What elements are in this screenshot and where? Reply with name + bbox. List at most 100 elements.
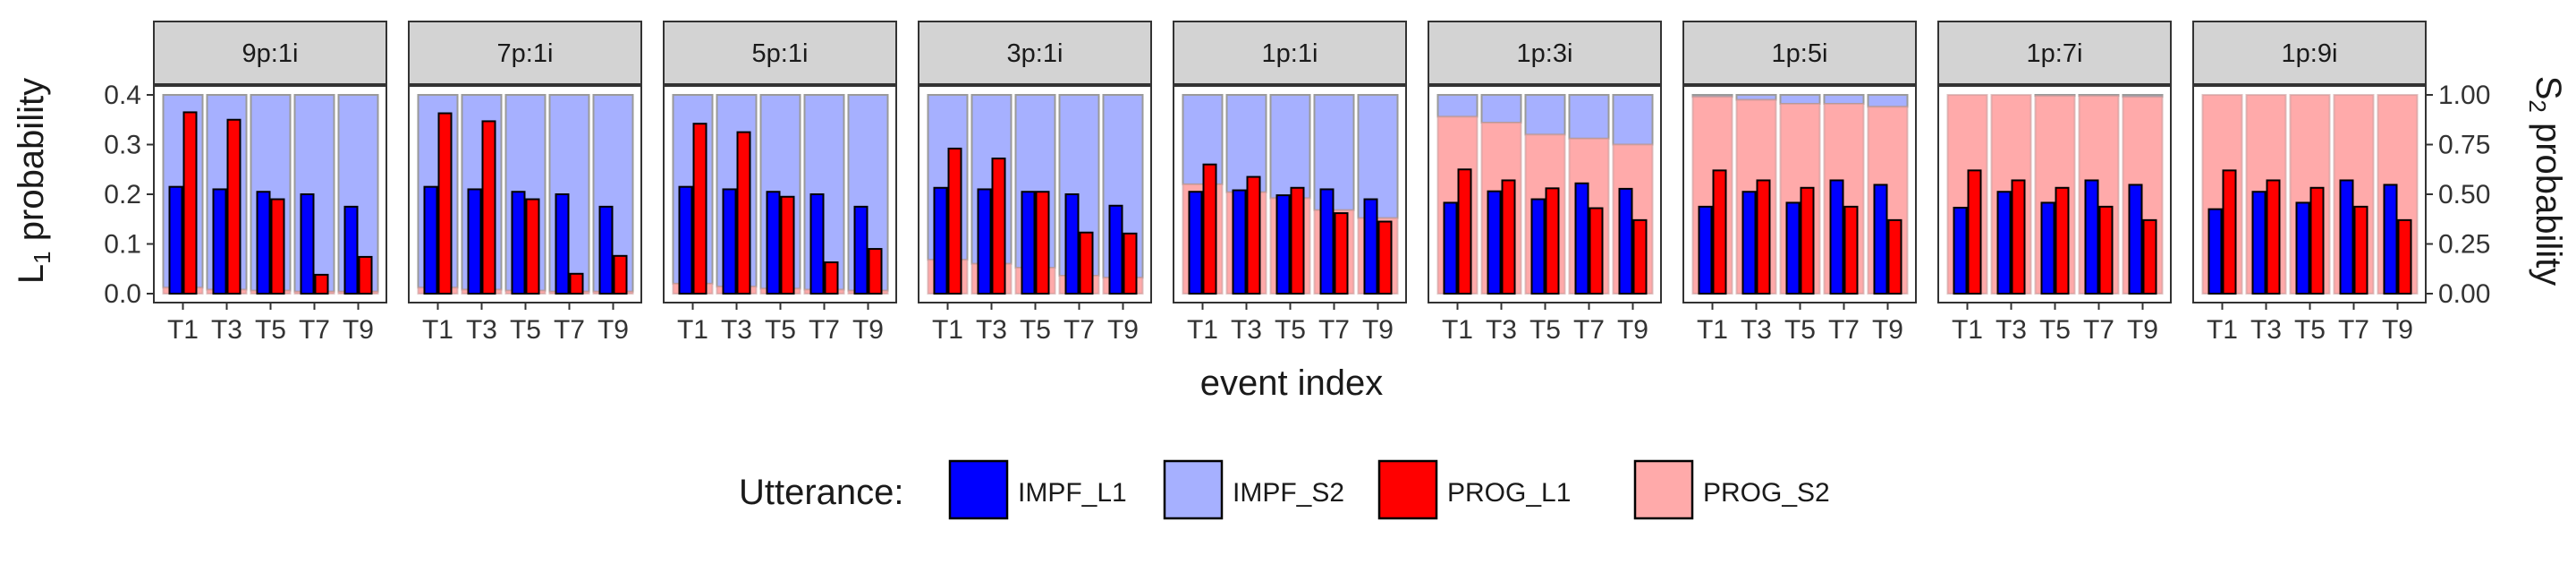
x-tick-label: T1 bbox=[2207, 315, 2238, 345]
y-axis-title-right-main: S bbox=[2529, 76, 2568, 100]
facet-strip bbox=[153, 21, 387, 85]
y-tick-label-right: 0.50 bbox=[2438, 180, 2490, 209]
bar-impf-l1 bbox=[1021, 191, 1036, 295]
facet-strip-label: 1p:9i bbox=[2282, 39, 2338, 68]
bar-impf-l1 bbox=[678, 185, 693, 295]
bar-prog-l1 bbox=[525, 198, 540, 295]
bar-prog-l1 bbox=[1712, 169, 1727, 295]
x-tick-label: T5 bbox=[1020, 315, 1051, 345]
legend-key-impf-l1 bbox=[948, 459, 1009, 520]
x-tick-label: T3 bbox=[211, 315, 242, 345]
bar-prog-l1 bbox=[1967, 169, 1982, 295]
bar-impf-l1 bbox=[212, 188, 227, 295]
x-tick-label: T7 bbox=[809, 315, 840, 345]
facet-1p-7i: 1p:7i T1 T3 T5 T7 T9 bbox=[1937, 21, 2172, 345]
x-tick-label: T5 bbox=[510, 315, 541, 345]
y-tick-label-left: 0.0 bbox=[104, 279, 141, 309]
bar-impf-s2 bbox=[1480, 94, 1522, 124]
bar-impf-l1 bbox=[1996, 191, 2012, 295]
bar-impf-l1 bbox=[1363, 198, 1378, 295]
bar-impf-l1 bbox=[1108, 204, 1123, 295]
bar-prog-l1 bbox=[947, 147, 962, 295]
bar-prog-l1 bbox=[1246, 175, 1261, 295]
x-tick-label: T7 bbox=[299, 315, 330, 345]
bar-impf-l1 bbox=[1443, 201, 1458, 295]
bar-impf-s2 bbox=[1524, 94, 1566, 136]
facet-panel-border bbox=[1173, 85, 1407, 303]
bar-prog-l1 bbox=[1457, 168, 1472, 295]
y-tick-label-right: 1.00 bbox=[2438, 81, 2490, 110]
bar-impf-s2 bbox=[1436, 94, 1479, 118]
bar-impf-l1 bbox=[256, 191, 271, 295]
facet-strip-label: 1p:3i bbox=[1517, 39, 1573, 68]
bar-impf-s2 bbox=[1568, 94, 1610, 140]
bar-prog-l1 bbox=[358, 255, 373, 295]
bar-prog-l1 bbox=[1756, 179, 1771, 295]
x-tick-label: T3 bbox=[1996, 315, 2027, 345]
facet-1p-5i: 1p:5i T1 T3 T5 T7 T9 bbox=[1682, 21, 1917, 345]
facet-panel-border bbox=[1428, 85, 1662, 303]
y-axis-title-left-main: L bbox=[12, 264, 51, 284]
bar-impf-l1 bbox=[1829, 179, 1844, 295]
bar-impf-l1 bbox=[168, 185, 183, 295]
bar-prog-l1 bbox=[1290, 186, 1305, 295]
bar-prog-l1 bbox=[868, 248, 883, 295]
bar-prog-l1 bbox=[2309, 186, 2325, 295]
x-tick-label: T5 bbox=[1784, 315, 1816, 345]
bar-impf-l1 bbox=[1530, 198, 1546, 295]
facet-strip bbox=[1682, 21, 1917, 85]
bar-prog-l1 bbox=[569, 272, 584, 295]
x-tick-label: T9 bbox=[1872, 315, 1903, 345]
bar-impf-l1 bbox=[1275, 194, 1291, 295]
x-tick-label: T5 bbox=[255, 315, 286, 345]
x-tick-label: T5 bbox=[1275, 315, 1306, 345]
x-tick-label: T7 bbox=[1828, 315, 1860, 345]
facet-strip-label: 7p:1i bbox=[497, 39, 554, 68]
facet-strip bbox=[1173, 21, 1407, 85]
bar-prog-l1 bbox=[1800, 186, 1815, 295]
bar-prog-l1 bbox=[2098, 205, 2114, 295]
bar-prog-l1 bbox=[182, 111, 198, 295]
facet-strip bbox=[408, 21, 642, 85]
x-tick-label: T1 bbox=[677, 315, 708, 345]
x-tick-label: T3 bbox=[1741, 315, 1772, 345]
bar-prog-l1 bbox=[226, 118, 242, 295]
x-tick-label: T1 bbox=[1952, 315, 1983, 345]
facet-strip-label: 5p:1i bbox=[752, 39, 809, 68]
bar-prog-l1 bbox=[2011, 179, 2026, 295]
bar-impf-l1 bbox=[1785, 201, 1801, 295]
bar-impf-l1 bbox=[555, 193, 570, 295]
bar-impf-l1 bbox=[1873, 184, 1888, 295]
facet-5p-1i: 5p:1i T1 T3 T5 T7 T9 bbox=[663, 21, 897, 345]
x-tick-label: T7 bbox=[1573, 315, 1605, 345]
y-tick-label-right: 0.25 bbox=[2438, 230, 2490, 260]
x-tick-label: T5 bbox=[2039, 315, 2071, 345]
bar-prog-l1 bbox=[1632, 218, 1648, 295]
bar-impf-l1 bbox=[2251, 191, 2267, 295]
bar-impf-l1 bbox=[423, 185, 438, 295]
x-tick-label: T3 bbox=[1486, 315, 1517, 345]
facet-strip bbox=[2192, 21, 2427, 85]
bar-prog-l1 bbox=[2055, 186, 2070, 295]
bar-impf-l1 bbox=[2295, 201, 2310, 295]
bar-impf-l1 bbox=[1064, 193, 1080, 295]
facet-1p-9i: 1p:9i T1 T3 T5 T7 T9 bbox=[2192, 21, 2427, 345]
bar-prog-l1 bbox=[1123, 232, 1138, 295]
bar-prog-l1 bbox=[437, 112, 453, 295]
y-tick-label-left: 0.2 bbox=[104, 180, 141, 209]
bar-impf-l1 bbox=[1319, 188, 1335, 295]
x-tick-label: T9 bbox=[852, 315, 884, 345]
bar-impf-l1 bbox=[1698, 205, 1713, 295]
facet-panel-border bbox=[1682, 85, 1917, 303]
x-tick-label: T5 bbox=[2294, 315, 2326, 345]
legend-key-prog-s2 bbox=[1633, 459, 1694, 520]
facet-1p-3i: 1p:3i T1 T3 T5 T7 T9 bbox=[1428, 21, 1662, 345]
bar-prog-l1 bbox=[2266, 179, 2281, 295]
bar-impf-l1 bbox=[1618, 187, 1633, 295]
x-axis-title: event index bbox=[1200, 363, 1384, 403]
bar-impf-l1 bbox=[2339, 179, 2354, 295]
y-tick-label-right: 0.00 bbox=[2438, 279, 2490, 309]
bar-prog-l1 bbox=[2222, 169, 2237, 295]
bar-impf-l1 bbox=[467, 188, 482, 295]
